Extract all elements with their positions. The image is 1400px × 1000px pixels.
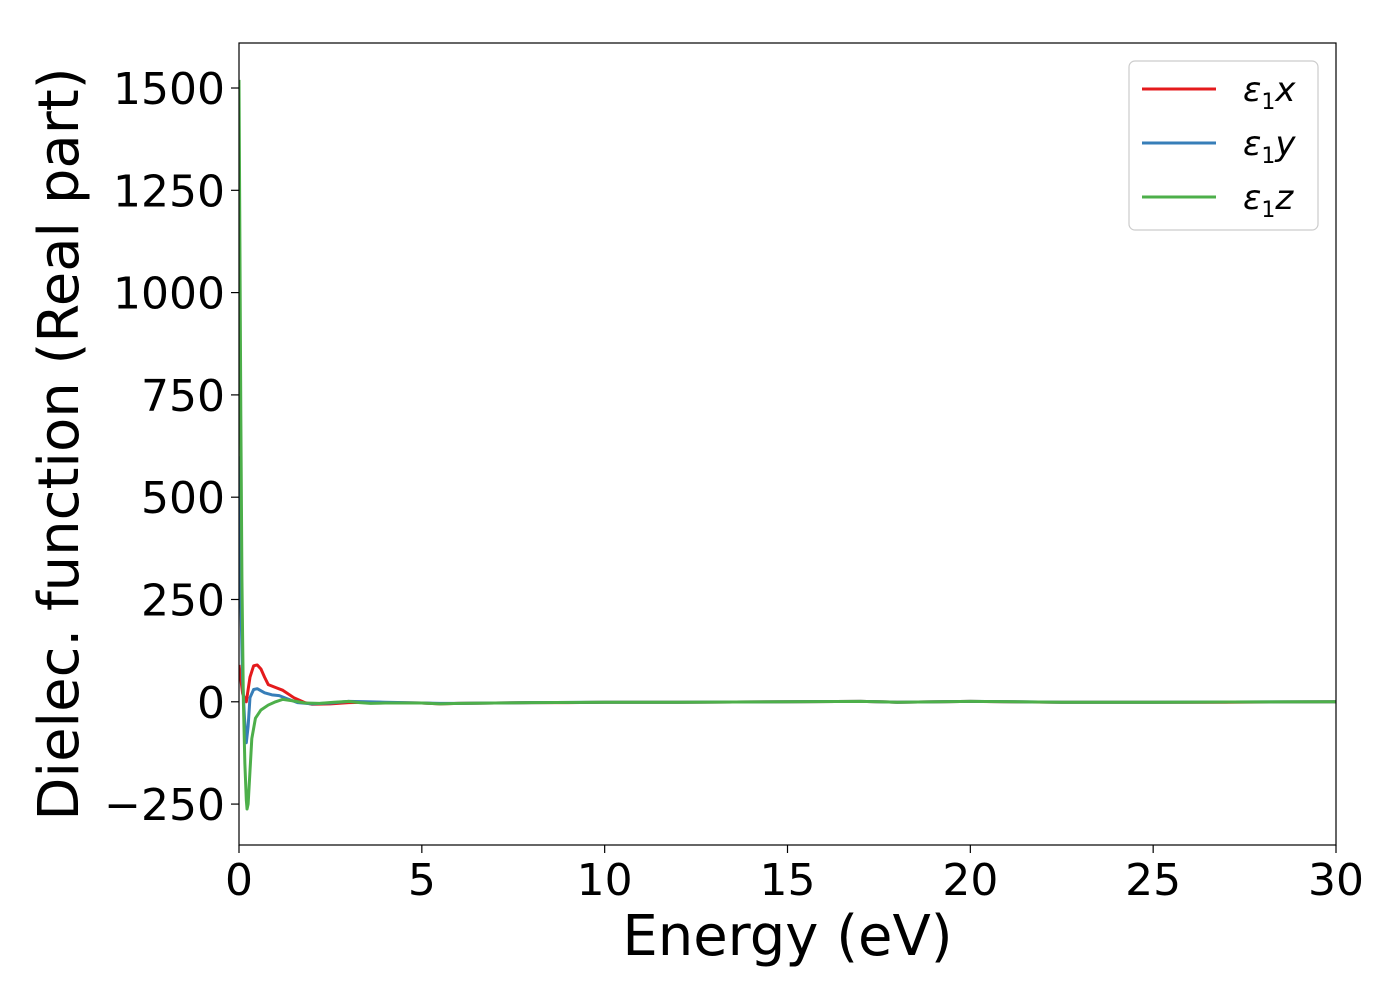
y-tick-label: 1250	[113, 166, 225, 217]
y-tick-label: 1500	[113, 64, 225, 115]
legend-label-variable: x	[1274, 70, 1296, 110]
legend-label-variable: z	[1274, 178, 1294, 218]
y-tick-label: −250	[104, 780, 225, 831]
x-tick-label: 15	[760, 855, 816, 906]
series-line-y	[239, 456, 1336, 745]
legend-label-subscript: 1	[1261, 90, 1275, 115]
legend-label-variable: y	[1274, 124, 1296, 164]
legend-label: ε1x	[1243, 70, 1296, 115]
legend-label-subscript: 1	[1261, 144, 1275, 169]
legend-label-subscript: 1	[1261, 198, 1275, 223]
x-tick-label: 0	[225, 855, 253, 906]
y-tick-label: 1000	[113, 269, 225, 320]
x-axis: 0 5 10 15 20 25 30	[225, 845, 1364, 906]
y-tick-label: 750	[141, 371, 225, 422]
x-axis-label: Energy (eV)	[622, 904, 952, 969]
y-axis: −250 0 250 500 750 1000 1250 1500	[104, 64, 239, 831]
legend-box	[1128, 60, 1319, 231]
legend-label: ε1y	[1243, 124, 1296, 169]
legend-label-symbol: ε	[1243, 178, 1261, 218]
series-line-z	[239, 79, 1336, 811]
series-line-x	[239, 663, 1336, 706]
x-tick-label: 5	[408, 855, 436, 906]
legend-label-symbol: ε	[1243, 124, 1261, 164]
legend-label: ε1z	[1243, 178, 1294, 223]
y-axis-label: Dielec. function (Real part)	[27, 67, 92, 820]
x-tick-label: 25	[1125, 855, 1181, 906]
y-tick-label: 0	[197, 678, 225, 729]
x-tick-label: 20	[942, 855, 998, 906]
x-tick-label: 10	[577, 855, 633, 906]
legend-label-symbol: ε	[1243, 70, 1261, 110]
y-tick-label: 250	[141, 575, 225, 626]
y-tick-label: 500	[141, 473, 225, 524]
series-layer	[239, 79, 1336, 811]
x-tick-label: 30	[1308, 855, 1364, 906]
